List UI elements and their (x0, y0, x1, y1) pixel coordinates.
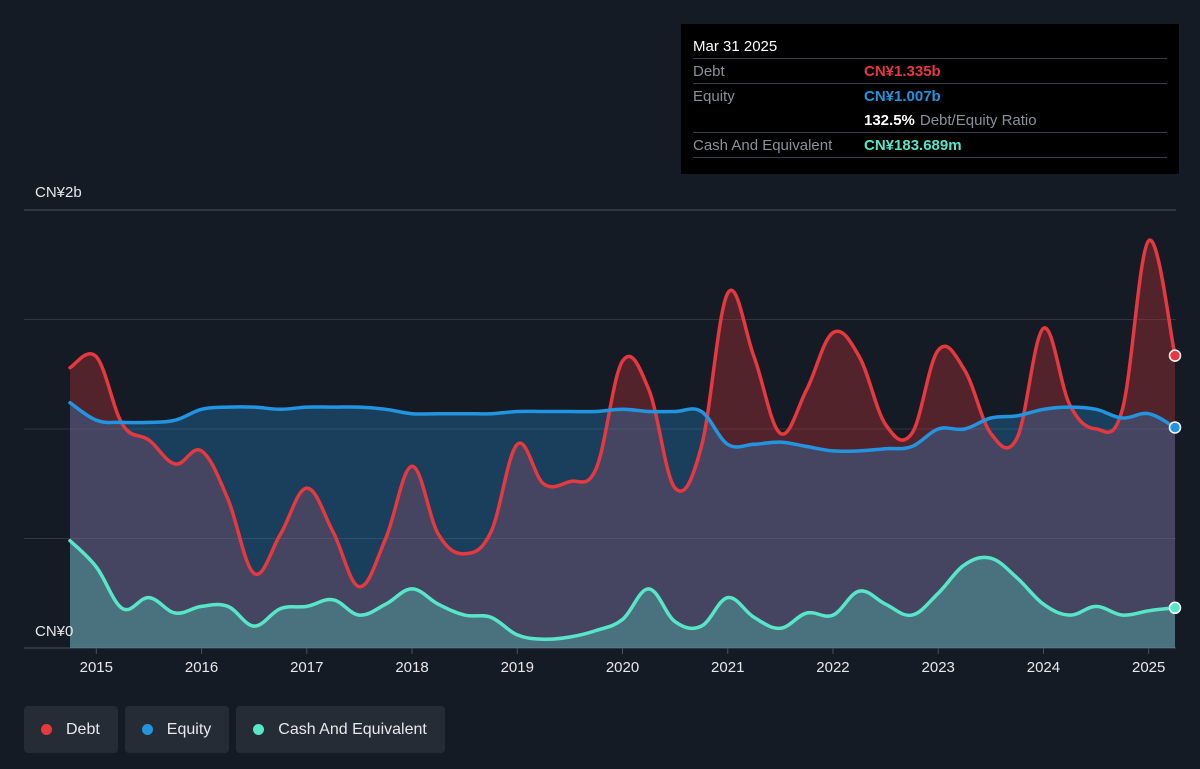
tooltip-row-ratio: 132.5% Debt/Equity Ratio (693, 108, 1167, 132)
x-tick-label: 2019 (501, 659, 534, 676)
endpoint-markers (1168, 349, 1182, 615)
x-tick-label: 2024 (1027, 659, 1060, 676)
x-axis-ticks: 2015 2016 2017 2018 2019 2020 2021 2022 2023 2024… (80, 648, 1165, 676)
tooltip-debt-label: Debt (693, 62, 725, 80)
data-tooltip: Mar 31 2025 Debt CN¥1.335b Equity CN¥1.0… (681, 24, 1179, 174)
endpoint-equity[interactable] (1168, 421, 1182, 434)
area-equity (70, 402, 1175, 648)
legend: Debt Equity Cash And Equivalent (24, 706, 445, 753)
y-tick-label-bottom: CN¥0 (35, 623, 73, 640)
series-areas (70, 240, 1175, 648)
legend-item-cash[interactable]: Cash And Equivalent (236, 706, 445, 753)
tooltip-cash-label: Cash And Equivalent (693, 136, 833, 154)
line-equity (68, 400, 1177, 454)
grid-lines (24, 209, 1176, 649)
line-debt (68, 238, 1177, 589)
legend-dot-debt (41, 724, 52, 735)
tooltip-equity-label: Equity (693, 87, 735, 105)
x-tick-label: 2021 (711, 659, 744, 676)
x-tick-label: 2017 (290, 659, 323, 676)
x-tick-label: 2020 (606, 659, 639, 676)
line-cash-and-equivalent (68, 538, 1177, 642)
legend-item-debt[interactable]: Debt (24, 706, 118, 753)
legend-dot-equity (141, 724, 153, 735)
area-cash-and-equivalent (70, 540, 1175, 648)
tooltip-ratio-label: Debt/Equity Ratio (919, 111, 1037, 129)
y-tick-label-top: CN¥2b (35, 184, 82, 201)
tooltip-date: Mar 31 2025 (693, 38, 778, 55)
legend-item-equity[interactable]: Equity (124, 706, 230, 753)
x-tick-label: 2018 (395, 659, 428, 676)
tooltip-ratio-value: 132.5% (864, 111, 915, 129)
endpoint-debt[interactable] (1168, 349, 1182, 362)
tooltip-row-cash: Cash And Equivalent CN¥183.689m (693, 132, 1167, 158)
tooltip-row-debt: Debt CN¥1.335b (693, 58, 1167, 83)
tooltip-equity-value: CN¥1.007b (864, 87, 941, 105)
legend-label-equity: Equity (166, 720, 212, 738)
tooltip-cash-value: CN¥183.689m (864, 136, 962, 154)
legend-label-debt: Debt (66, 720, 100, 738)
legend-label-cash: Cash And Equivalent (278, 720, 427, 738)
tooltip-row-equity: Equity CN¥1.007b (693, 83, 1167, 108)
area-debt (70, 240, 1175, 648)
legend-dot-cash (253, 724, 265, 735)
series-lines (68, 238, 1177, 642)
tooltip-debt-value: CN¥1.335b (864, 62, 941, 80)
x-tick-label: 2015 (80, 659, 113, 676)
x-tick-label: 2016 (185, 659, 218, 676)
x-tick-label: 2022 (816, 659, 849, 676)
x-tick-label: 2025 (1132, 659, 1165, 676)
endpoint-cash-and-equivalent[interactable] (1168, 601, 1182, 615)
x-tick-label: 2023 (922, 659, 955, 676)
